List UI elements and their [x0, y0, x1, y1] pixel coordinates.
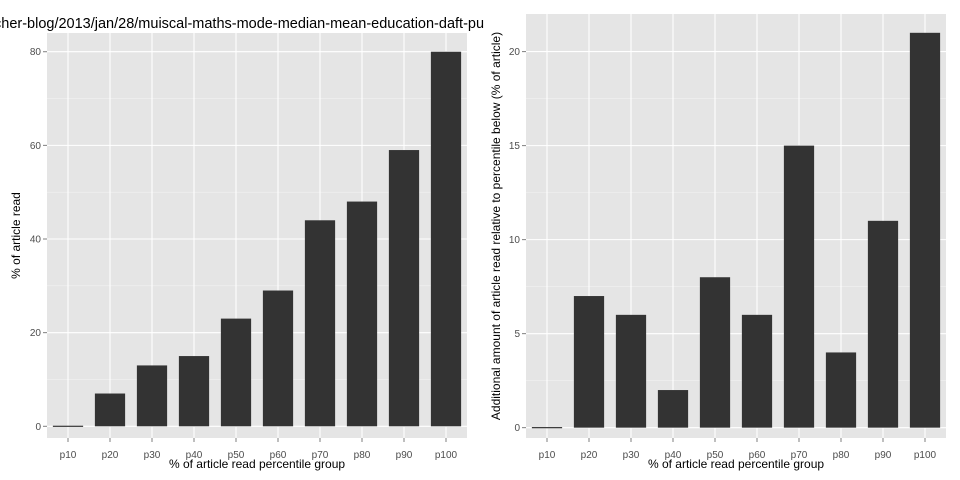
left-y-axis-title: % of article read: [9, 192, 23, 279]
left-bar-p10: [52, 425, 84, 427]
left-y-tick-label: 80: [30, 47, 42, 58]
left-bar-p20: [94, 393, 126, 427]
right-x-tick-label: p60: [749, 450, 766, 461]
left-y-tick-label: 0: [35, 422, 41, 433]
right-bar-p80: [825, 352, 857, 428]
left-bar-p30: [136, 365, 168, 427]
left-x-tick-label: p90: [396, 450, 413, 461]
left-x-tick-label: p20: [102, 450, 119, 461]
left-x-tick-label: p60: [270, 450, 287, 461]
right-x-tick-label: p40: [665, 450, 682, 461]
chart-left: 0 20 40 60 80 p10 p20 p30 p40 p50 p60 p70 p80 p90 p100…: [9, 33, 467, 471]
right-x-tick-label: p20: [581, 450, 598, 461]
right-bar-p50: [699, 277, 731, 428]
left-bar-p90: [388, 150, 420, 427]
right-y-tick-label: 20: [509, 47, 521, 58]
left-x-axis-title: % of article read percentile group: [169, 457, 345, 471]
page-title: cher-blog/2013/jan/28/muiscal-maths-mode…: [0, 16, 484, 32]
right-x-tick-label: p50: [707, 450, 724, 461]
right-bar-p100: [909, 32, 941, 428]
left-x-tick-label: p100: [435, 450, 458, 461]
left-x-tick-label: p70: [312, 450, 329, 461]
right-x-tick-label: p80: [833, 450, 850, 461]
right-y-tick-label: 15: [509, 141, 521, 152]
right-bar-p70: [783, 145, 815, 428]
left-x-tick-label: p50: [228, 450, 245, 461]
right-y-tick-label: 0: [514, 423, 520, 434]
right-bar-p90: [867, 220, 899, 428]
left-bar-p100: [430, 51, 462, 427]
left-x-tick-label: p10: [60, 450, 77, 461]
left-y-tick-label: 20: [30, 328, 42, 339]
right-x-tick-label: p100: [914, 450, 937, 461]
right-y-tick-label: 10: [509, 235, 521, 246]
right-x-tick-label: p70: [791, 450, 808, 461]
right-y-axis-title: Additional amount of article read relati…: [489, 32, 503, 420]
left-bar-p80: [346, 201, 378, 427]
right-bar-p30: [615, 314, 647, 428]
right-x-axis-title: % of article read percentile group: [648, 457, 824, 471]
right-y-tick-label: 5: [514, 329, 520, 340]
right-bar-p20: [573, 296, 605, 428]
right-x-tick-label: p10: [539, 450, 556, 461]
right-bar-p60: [741, 314, 773, 428]
left-y-tick-label: 60: [30, 141, 42, 152]
right-x-tick-label: p30: [623, 450, 640, 461]
right-bar-p10: [531, 427, 563, 429]
left-x-tick-label: p40: [186, 450, 203, 461]
left-x-tick-label: p30: [144, 450, 161, 461]
left-bar-p60: [262, 290, 294, 427]
right-x-tick-label: p90: [875, 450, 892, 461]
left-bar-p50: [220, 318, 252, 427]
left-x-tick-label: p80: [354, 450, 371, 461]
chart-right: 0 5 10 15 20 p10 p20 p30 p40 p50 p60 p70 p80 p90 p100%…: [489, 14, 946, 471]
left-y-tick-label: 40: [30, 235, 42, 246]
left-bar-p40: [178, 356, 210, 427]
right-bar-p40: [657, 390, 689, 428]
left-bar-p70: [304, 220, 336, 427]
